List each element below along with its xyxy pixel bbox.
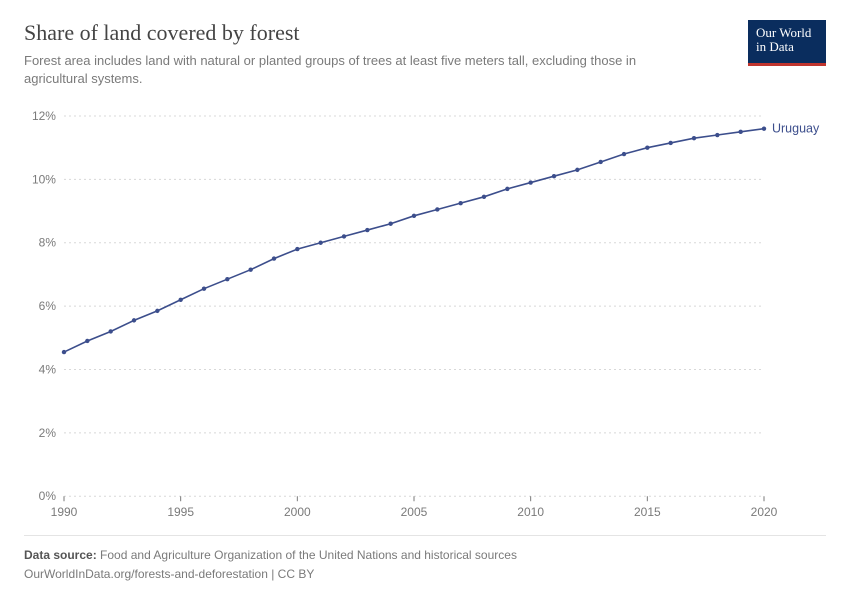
data-point xyxy=(528,181,532,185)
data-point xyxy=(645,146,649,150)
x-tick-label: 2005 xyxy=(401,506,428,520)
y-tick-label: 0% xyxy=(39,490,57,504)
data-point xyxy=(108,330,112,334)
page-subtitle: Forest area includes land with natural o… xyxy=(24,52,684,88)
logo-line1: Our World xyxy=(756,26,818,40)
header: Share of land covered by forest Forest a… xyxy=(24,20,826,88)
data-point xyxy=(435,208,439,212)
logo-line2: in Data xyxy=(756,40,818,54)
source-label: Data source: xyxy=(24,548,97,562)
data-point xyxy=(388,222,392,226)
attribution: OurWorldInData.org/forests-and-deforesta… xyxy=(24,565,826,584)
data-point xyxy=(132,319,136,323)
y-tick-label: 12% xyxy=(32,109,56,123)
y-tick-label: 8% xyxy=(39,236,57,250)
data-point xyxy=(622,152,626,156)
data-point xyxy=(598,160,602,164)
data-point xyxy=(62,350,66,354)
y-tick-label: 6% xyxy=(39,299,57,313)
data-point xyxy=(668,141,672,145)
data-point xyxy=(342,235,346,239)
x-tick-label: 2020 xyxy=(751,506,778,520)
data-point xyxy=(715,133,719,137)
data-point xyxy=(85,339,89,343)
data-point xyxy=(272,257,276,261)
data-point xyxy=(295,247,299,251)
y-tick-label: 4% xyxy=(39,363,57,377)
x-tick-label: 2015 xyxy=(634,506,661,520)
data-point xyxy=(178,298,182,302)
line-chart: 0% 2% 4% 6% 8% 10% 12% 1990 1995 2000 2005 2010 2015… xyxy=(24,106,826,526)
data-point xyxy=(248,268,252,272)
data-point xyxy=(318,241,322,245)
x-tick-label: 1995 xyxy=(167,506,194,520)
data-point xyxy=(762,127,766,131)
data-point xyxy=(458,201,462,205)
owid-logo: Our World in Data xyxy=(748,20,826,66)
data-point xyxy=(575,168,579,172)
data-point xyxy=(482,195,486,199)
data-point xyxy=(505,187,509,191)
data-point xyxy=(738,130,742,134)
y-tick-label: 2% xyxy=(39,426,57,440)
data-point xyxy=(202,287,206,291)
page-title: Share of land covered by forest xyxy=(24,20,748,46)
x-tick-label: 1990 xyxy=(51,506,78,520)
x-tick-label: 2000 xyxy=(284,506,311,520)
series-line xyxy=(64,129,764,352)
data-point xyxy=(155,309,159,313)
data-point xyxy=(692,136,696,140)
y-tick-label: 10% xyxy=(32,173,56,187)
chart-area: 0% 2% 4% 6% 8% 10% 12% 1990 1995 2000 2005 2010 2015… xyxy=(24,106,826,526)
data-point xyxy=(225,277,229,281)
data-point xyxy=(412,214,416,218)
series-label: Uruguay xyxy=(772,122,820,136)
x-tick-label: 2010 xyxy=(517,506,544,520)
footer: Data source: Food and Agriculture Organi… xyxy=(24,535,826,584)
data-point xyxy=(552,174,556,178)
data-point xyxy=(365,228,369,232)
source-text: Food and Agriculture Organization of the… xyxy=(100,548,517,562)
